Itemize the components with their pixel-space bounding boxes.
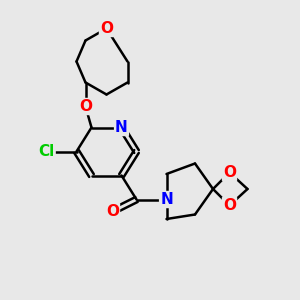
Text: O: O — [106, 204, 119, 219]
Text: O: O — [223, 198, 236, 213]
Text: O: O — [79, 99, 92, 114]
Text: N: N — [160, 192, 173, 207]
Text: O: O — [100, 21, 113, 36]
Text: O: O — [223, 165, 236, 180]
Text: Cl: Cl — [38, 144, 55, 159]
Text: N: N — [115, 120, 128, 135]
